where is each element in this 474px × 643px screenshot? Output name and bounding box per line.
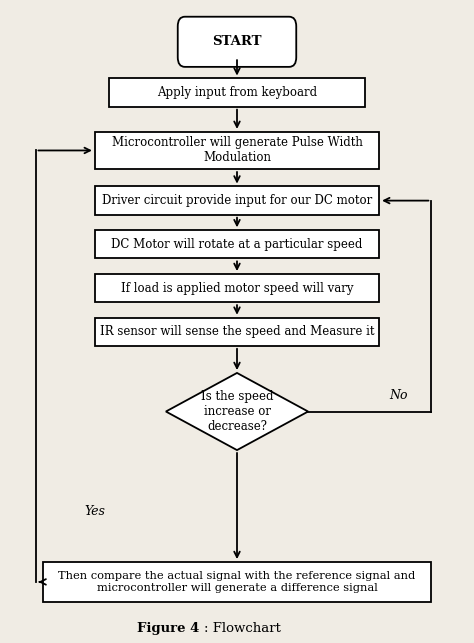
Text: Figure 4: Figure 4 — [137, 622, 199, 635]
Bar — [95, 230, 379, 258]
Text: : Flowchart: : Flowchart — [204, 622, 281, 635]
Bar — [95, 318, 379, 346]
Bar — [43, 562, 431, 602]
Text: DC Motor will rotate at a particular speed: DC Motor will rotate at a particular spe… — [111, 238, 363, 251]
FancyBboxPatch shape — [178, 17, 296, 67]
Text: Is the speed
increase or
decrease?: Is the speed increase or decrease? — [201, 390, 273, 433]
Text: Then compare the actual signal with the reference signal and
microcontroller wil: Then compare the actual signal with the … — [58, 571, 416, 593]
Text: Yes: Yes — [84, 505, 105, 518]
Polygon shape — [166, 373, 308, 450]
Text: Driver circuit provide input for our DC motor: Driver circuit provide input for our DC … — [102, 194, 372, 207]
Text: IR sensor will sense the speed and Measure it: IR sensor will sense the speed and Measu… — [100, 325, 374, 338]
Bar — [95, 274, 379, 302]
Bar — [109, 78, 365, 107]
Text: START: START — [212, 35, 262, 48]
Text: Apply input from keyboard: Apply input from keyboard — [157, 86, 317, 99]
Bar — [95, 186, 379, 215]
Text: No: No — [389, 389, 408, 402]
Text: If load is applied motor speed will vary: If load is applied motor speed will vary — [121, 282, 353, 294]
Bar — [95, 132, 379, 169]
Text: Microcontroller will generate Pulse Width
Modulation: Microcontroller will generate Pulse Widt… — [111, 136, 363, 165]
